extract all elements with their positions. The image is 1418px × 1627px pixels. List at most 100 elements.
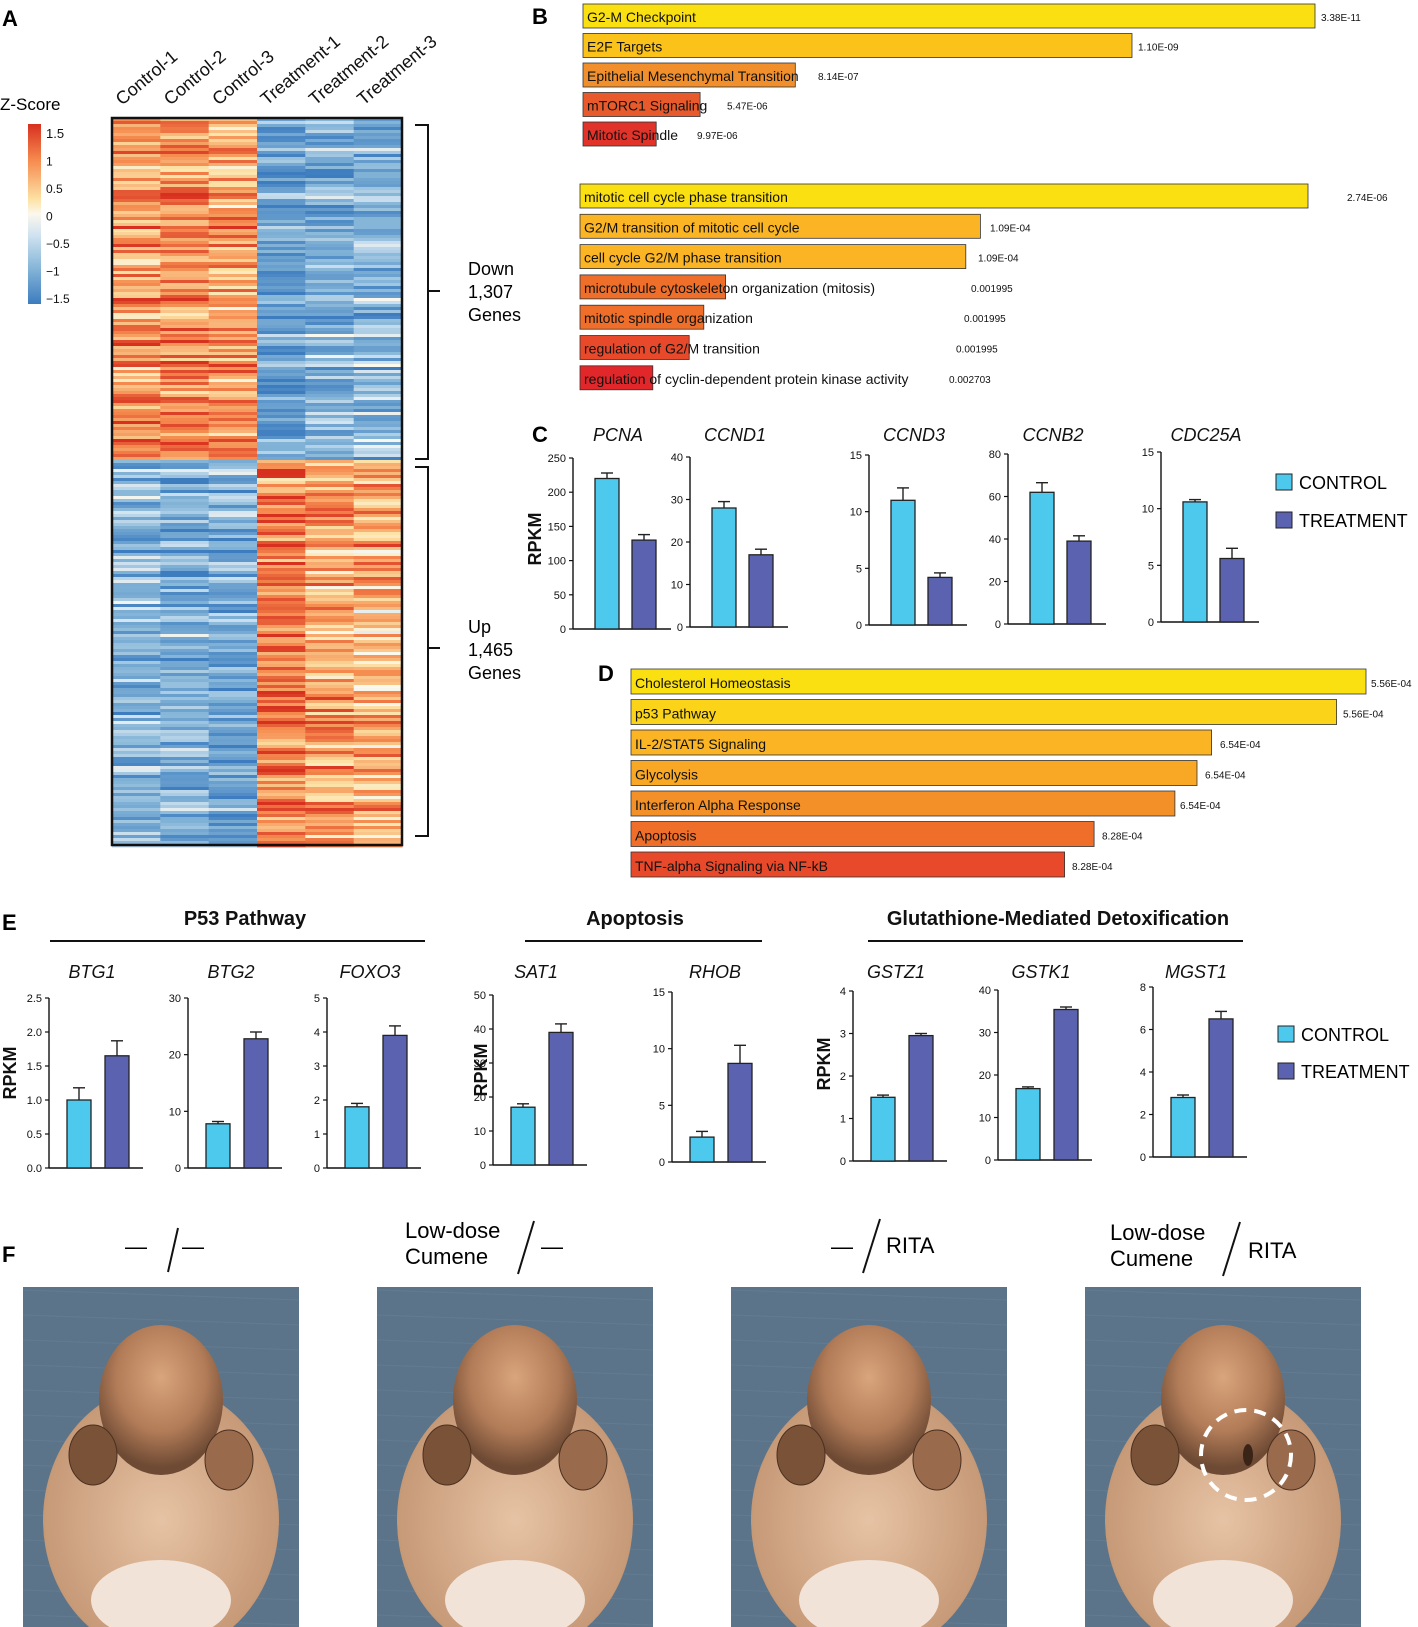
heatmap-cell-strip <box>208 241 258 245</box>
heatmap-cell-strip <box>160 535 210 539</box>
heatmap-cell-strip <box>208 508 258 512</box>
heatmap-cell-strip <box>257 673 306 677</box>
heatmap-cell-strip <box>353 613 403 617</box>
heatmap-cell-strip <box>208 334 258 338</box>
heatmap-cell-strip <box>257 229 306 233</box>
heatmap-cell-strip <box>160 682 210 686</box>
heatmap-cell-strip <box>112 244 161 248</box>
heatmap-cell-strip <box>257 640 306 644</box>
enrichment-bar <box>582 33 1133 58</box>
heatmap-cell-strip <box>305 640 355 644</box>
heatmap-cell-strip <box>257 352 306 356</box>
heatmap-cell-strip <box>160 730 210 734</box>
heatmap-cell-strip <box>112 748 161 752</box>
heatmap-cell-strip <box>353 325 403 329</box>
heatmap-cell-strip <box>257 712 306 716</box>
heatmap-cell-strip <box>257 427 306 431</box>
heatmap-cell-strip <box>160 208 210 212</box>
y-tick-label: 60 <box>989 492 1001 504</box>
heatmap-cell-strip <box>208 475 258 479</box>
heatmap-cell-strip <box>305 286 355 290</box>
heatmap-cell-strip <box>353 136 403 140</box>
heatmap-cell-strip <box>305 718 355 722</box>
mouse-photo-2 <box>376 1287 654 1627</box>
heatmap-cell-strip <box>305 181 355 185</box>
heatmap-cell-strip <box>305 259 355 263</box>
heatmap-cell-strip <box>160 475 210 479</box>
heatmap-cell-strip <box>112 634 161 638</box>
heatmap-cell-strip <box>305 826 355 830</box>
heatmap-cell-strip <box>160 361 210 365</box>
heatmap-cell-strip <box>112 223 161 227</box>
heatmap-cell-strip <box>208 775 258 779</box>
heatmap-cell-strip <box>305 304 355 308</box>
heatmap-cell-strip <box>112 613 161 617</box>
heatmap-cell-strip <box>353 625 403 629</box>
heatmap-cell-strip <box>257 562 306 566</box>
heatmap-cell-strip <box>112 745 161 749</box>
heatmap-cell-strip <box>160 229 210 233</box>
heatmap-cell-strip <box>208 640 258 644</box>
heatmap-cell-strip <box>353 685 403 689</box>
heatmap-cell-strip <box>208 478 258 482</box>
heatmap-cell-strip <box>353 232 403 236</box>
heatmap-cell-strip <box>305 715 355 719</box>
heatmap-cell-strip <box>305 565 355 569</box>
heatmap-cell-strip <box>353 559 403 563</box>
heatmap-cell-strip <box>257 259 306 263</box>
fabric-texture <box>22 1314 300 1326</box>
heatmap-cell-strip <box>208 811 258 815</box>
heatmap-cell-strip <box>160 727 210 731</box>
heatmap-cell-strip <box>353 742 403 746</box>
heatmap-cell-strip <box>160 430 210 434</box>
heatmap-cell-strip <box>257 319 306 323</box>
heatmap-cell-strip <box>112 235 161 239</box>
mouse-head <box>453 1325 577 1475</box>
heatmap-cell-strip <box>112 760 161 764</box>
heatmap-cell-strip <box>353 364 403 368</box>
heatmap-cell-strip <box>160 163 210 167</box>
heatmap-cell-strip <box>208 796 258 800</box>
heatmap-cell-strip <box>305 724 355 728</box>
y-tick-label: 50 <box>554 590 566 602</box>
enrichment-pvalue-label: 8.28E-04 <box>1072 862 1113 873</box>
heatmap-cell-strip <box>160 133 210 137</box>
heatmap-cell-strip <box>208 691 258 695</box>
heatmap-cell-strip <box>257 226 306 230</box>
heatmap-cell-strip <box>160 262 210 266</box>
heatmap-cell-strip <box>257 682 306 686</box>
control-bar <box>205 1123 231 1169</box>
heatmap-cell-strip <box>208 271 258 275</box>
heatmap-cell-strip <box>112 751 161 755</box>
heatmap-cell-strip <box>112 319 161 323</box>
heatmap-cell-strip <box>257 406 306 410</box>
heatmap-cell-strip <box>353 583 403 587</box>
heatmap-cell-strip <box>305 496 355 500</box>
heatmap-cell-strip <box>112 736 161 740</box>
heatmap-cell-strip <box>305 127 355 131</box>
heatmap-cell-strip <box>305 289 355 293</box>
heatmap-cell-strip <box>160 481 210 485</box>
heatmap-cell-strip <box>353 745 403 749</box>
heatmap-cell-strip <box>160 544 210 548</box>
heatmap-cell-strip <box>112 217 161 221</box>
lesion-mark <box>1243 1444 1253 1466</box>
treatment-bar <box>727 1062 753 1163</box>
heatmap-cell-strip <box>257 706 306 710</box>
heatmap-cell-strip <box>208 352 258 356</box>
heatmap-cell-strip <box>305 679 355 683</box>
heatmap-cell-strip <box>112 397 161 401</box>
heatmap-cell-strip <box>160 688 210 692</box>
heatmap-cell-strip <box>257 532 306 536</box>
heatmap-cell-strip <box>160 238 210 242</box>
enrichment-pvalue-label: 0.001995 <box>964 314 1006 325</box>
y-tick-label: 10 <box>169 1106 181 1118</box>
enrichment-bar <box>579 365 654 391</box>
heatmap-cell-strip <box>353 184 403 188</box>
heatmap-cell-strip <box>208 613 258 617</box>
heatmap-cell-strip <box>353 169 403 173</box>
heatmap-cell-strip <box>353 505 403 509</box>
heatmap-cell-strip <box>257 508 306 512</box>
heatmap-cell-strip <box>353 517 403 521</box>
heatmap-cell-strip <box>112 655 161 659</box>
